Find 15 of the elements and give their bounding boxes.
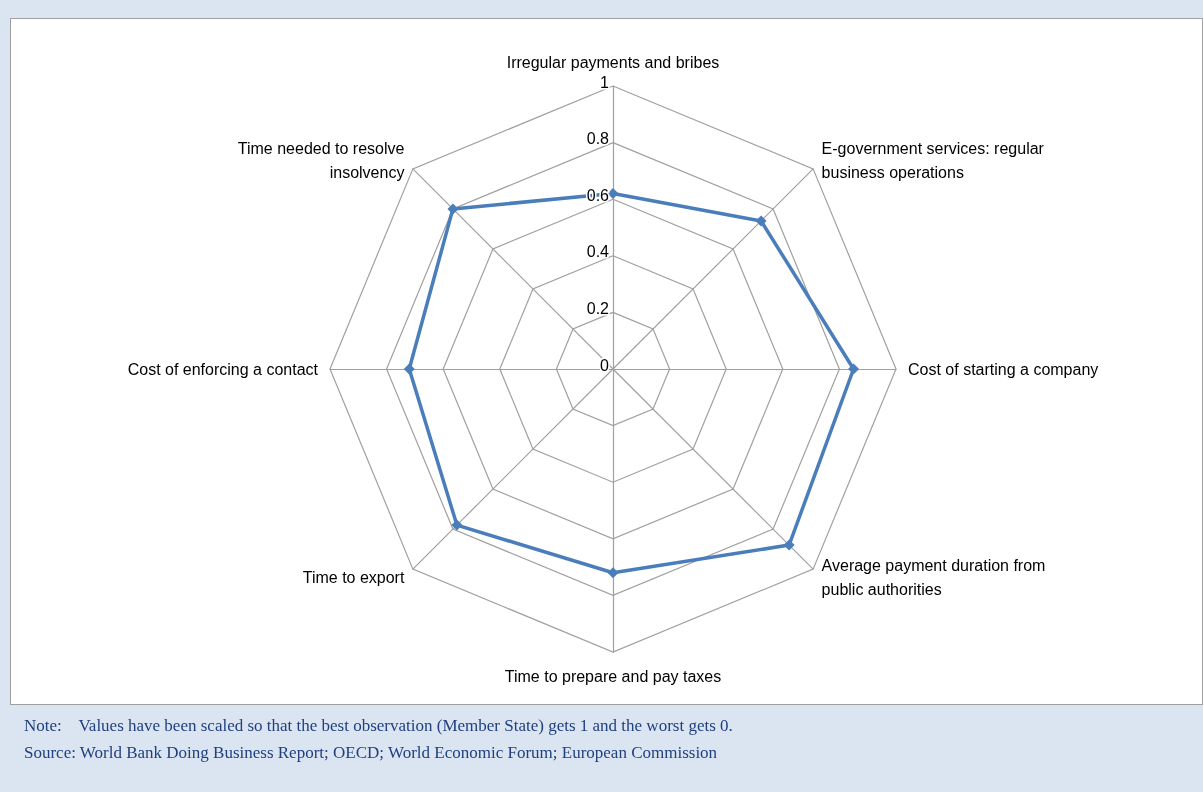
y-tick-label: 1 <box>600 73 610 91</box>
spoke-label: Time to prepare and pay taxes <box>504 667 722 685</box>
y-tick-label: 0 <box>600 356 610 374</box>
y-tick-label: 0.8 <box>586 130 610 148</box>
source-note: Source: World Bank Doing Business Report; OECD; World Economic Forum; European Commission <box>24 743 718 762</box>
y-tick-label: 0.2 <box>586 299 610 317</box>
spoke-label: Cost of starting a company <box>908 360 1099 378</box>
spoke-label: Irregular payments and bribes <box>506 53 720 71</box>
spoke-label: Average payment duration from public authorities <box>821 557 1046 599</box>
text: Note: Values have been scaled so that the best observation (Member State) gets 1 and the worst gets 0. <box>24 716 733 735</box>
spoke-label: Cost of enforcing a contact <box>127 360 319 378</box>
y-tick-label: 0.4 <box>586 243 610 261</box>
spoke-label: Time to export <box>302 569 405 587</box>
spoke-label: Time needed to resolve insolvency <box>237 139 405 181</box>
spoke-label: E-government services: regular business operations <box>821 139 1045 181</box>
